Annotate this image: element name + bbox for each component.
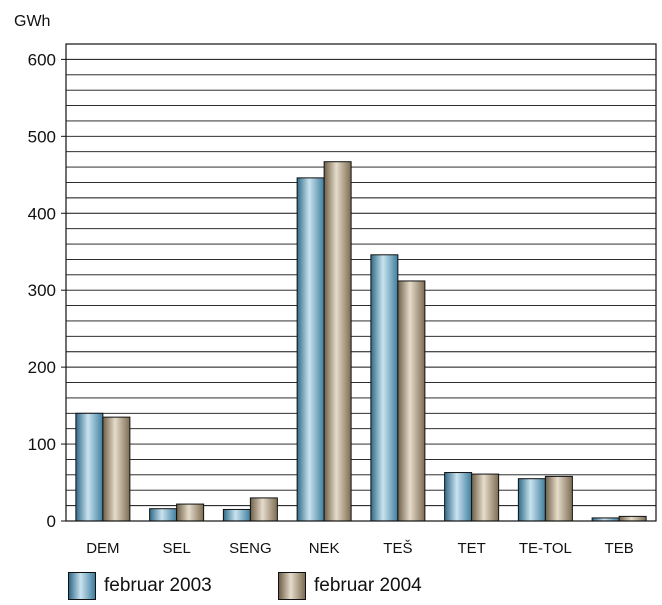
category-label: TET bbox=[457, 540, 485, 557]
y-tick-label: 500 bbox=[28, 127, 56, 146]
y-tick-label: 300 bbox=[28, 281, 56, 300]
category-label: TEB bbox=[605, 540, 634, 557]
gridlines bbox=[66, 58, 656, 507]
bar-DEM-series-1 bbox=[102, 416, 131, 522]
category-label: DEM bbox=[86, 540, 119, 557]
category-label: SEL bbox=[162, 540, 190, 557]
legend-label-series-1: februar 2004 bbox=[314, 575, 422, 596]
bar-NEK-series-1 bbox=[323, 161, 352, 522]
y-tick-label: 600 bbox=[28, 50, 56, 69]
bar-DEM-series-0 bbox=[75, 412, 104, 522]
bar-TET-series-1 bbox=[471, 473, 500, 522]
bar-SEL-series-1 bbox=[176, 503, 205, 522]
bar-SENG-series-1 bbox=[249, 497, 278, 522]
legend-label-series-0: februar 2003 bbox=[104, 575, 212, 596]
category-label: TE-TOL bbox=[519, 540, 572, 557]
category-label: TEŠ bbox=[383, 540, 412, 557]
legend-item-series-1: februar 2004 bbox=[278, 572, 422, 600]
plot-frame bbox=[65, 43, 657, 522]
bar-TET-series-0 bbox=[444, 472, 473, 522]
bar-TEŠ-series-0 bbox=[370, 254, 399, 522]
legend: februar 2003 februar 2004 bbox=[0, 572, 662, 605]
category-labels: DEM SEL SENG NEK TEŠ TET TE-TOL TEB bbox=[86, 540, 634, 557]
legend-swatch-series-0 bbox=[68, 572, 96, 600]
y-tick-label: 100 bbox=[28, 435, 56, 454]
y-axis-unit-label: GWh bbox=[14, 13, 50, 30]
bar-chart: GWh 0 100 200 300 400 500 600 DEM SEL SENG NEK TEŠ… bbox=[14, 13, 657, 557]
bar-SEL-series-0 bbox=[149, 508, 178, 522]
bar-TEB-series-1 bbox=[618, 515, 647, 522]
category-label: SENG bbox=[229, 540, 272, 557]
bars bbox=[75, 161, 647, 522]
category-label: NEK bbox=[309, 540, 340, 557]
bar-TEŠ-series-1 bbox=[397, 280, 426, 522]
y-tick-label: 400 bbox=[28, 204, 56, 223]
legend-item-series-0: februar 2003 bbox=[68, 572, 212, 600]
bar-TE-TOL-series-0 bbox=[517, 478, 546, 522]
bar-TE-TOL-series-1 bbox=[544, 475, 573, 522]
y-tick-labels: 0 100 200 300 400 500 600 bbox=[28, 50, 66, 531]
bar-SENG-series-0 bbox=[222, 508, 251, 522]
y-tick-label: 0 bbox=[47, 512, 56, 531]
legend-swatch-series-1 bbox=[278, 572, 306, 600]
y-tick-label: 200 bbox=[28, 358, 56, 377]
bar-NEK-series-0 bbox=[296, 177, 325, 522]
